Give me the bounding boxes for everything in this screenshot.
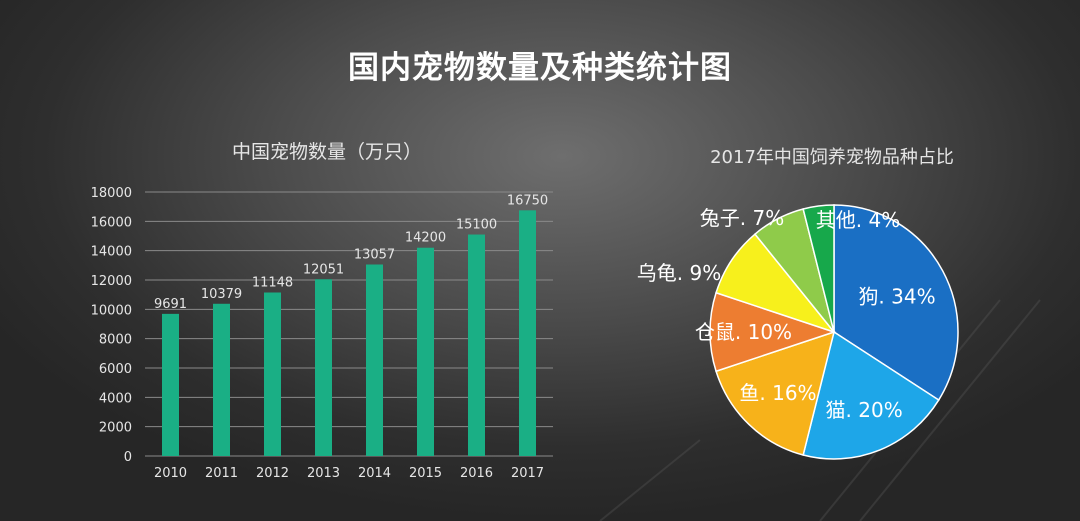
y-tick-label: 12000 [91,274,132,289]
pie-chart-labels: 狗. 34% 猫. 20% 鱼. 16% 仓鼠. 10% 乌龟. 9% 兔子. 7% 其他.… [637,206,936,422]
x-tick-label: 2017 [511,466,544,481]
pie-slice-label: 猫. 20% [826,398,903,422]
bar [417,247,434,456]
y-tick-label: 14000 [91,245,132,260]
bar [213,303,230,456]
bar-chart-x-axis: 2010 2011 2012 2013 2014 2015 2016 2017 [154,466,544,481]
bar-data-label: 14200 [405,231,446,246]
y-tick-label: 8000 [99,333,132,348]
bar-data-label: 9691 [154,297,187,312]
pie-slice-label: 狗. 34% [858,285,935,309]
y-tick-label: 2000 [99,421,132,436]
bar [366,264,383,456]
pie-chart-title: 2017年中国饲养宠物品种占比 [710,147,954,168]
y-tick-label: 6000 [99,362,132,377]
bar-chart-y-axis: 0 2000 4000 6000 8000 10000 12000 14000 16000 180… [91,186,132,465]
bar-data-label: 11148 [252,275,293,290]
bar [468,234,485,456]
bar [162,313,179,456]
x-tick-label: 2010 [154,466,187,481]
pie-slice [709,291,837,373]
pie-chart-slices [709,204,959,460]
x-tick-label: 2013 [307,466,340,481]
bar [519,210,536,456]
bar-data-label: 16750 [507,193,548,208]
page-title: 国内宠物数量及种类统计图 [348,50,732,86]
y-tick-label: 18000 [91,186,132,201]
x-tick-label: 2012 [256,466,289,481]
bar [315,279,332,456]
y-tick-label: 4000 [99,391,132,406]
pie-slice-label: 仓鼠. 10% [695,320,792,344]
bar-chart-bars [162,210,536,456]
bar-data-label: 13057 [354,247,395,262]
y-tick-label: 16000 [91,215,132,230]
pie-slice-label: 乌龟. 9% [637,261,721,285]
bar-data-label: 15100 [456,218,497,233]
bar-data-label: 10379 [201,287,242,302]
x-tick-label: 2014 [358,466,391,481]
pie-slice [802,330,940,460]
pie-slice [802,204,835,333]
bar-data-label: 12051 [303,262,344,277]
x-tick-label: 2011 [205,466,238,481]
bar-chart: 中国宠物数量（万只） 0 2000 4000 6000 8000 10000 12000 14… [91,141,553,481]
pie-slice-label: 兔子. 7% [700,206,784,230]
bar [264,292,281,456]
x-tick-label: 2015 [409,466,442,481]
pie-slice [715,330,836,456]
pie-slice-label: 鱼. 16% [739,381,816,405]
bar-chart-data-labels: 9691 10379 11148 12051 13057 14200 15100 16750 [154,193,548,312]
pie-slice-label: 其他. 4% [816,208,900,232]
y-tick-label: 0 [124,450,132,465]
y-tick-label: 10000 [91,303,132,318]
bar-chart-title: 中国宠物数量（万只） [232,141,422,163]
x-tick-label: 2016 [460,466,493,481]
